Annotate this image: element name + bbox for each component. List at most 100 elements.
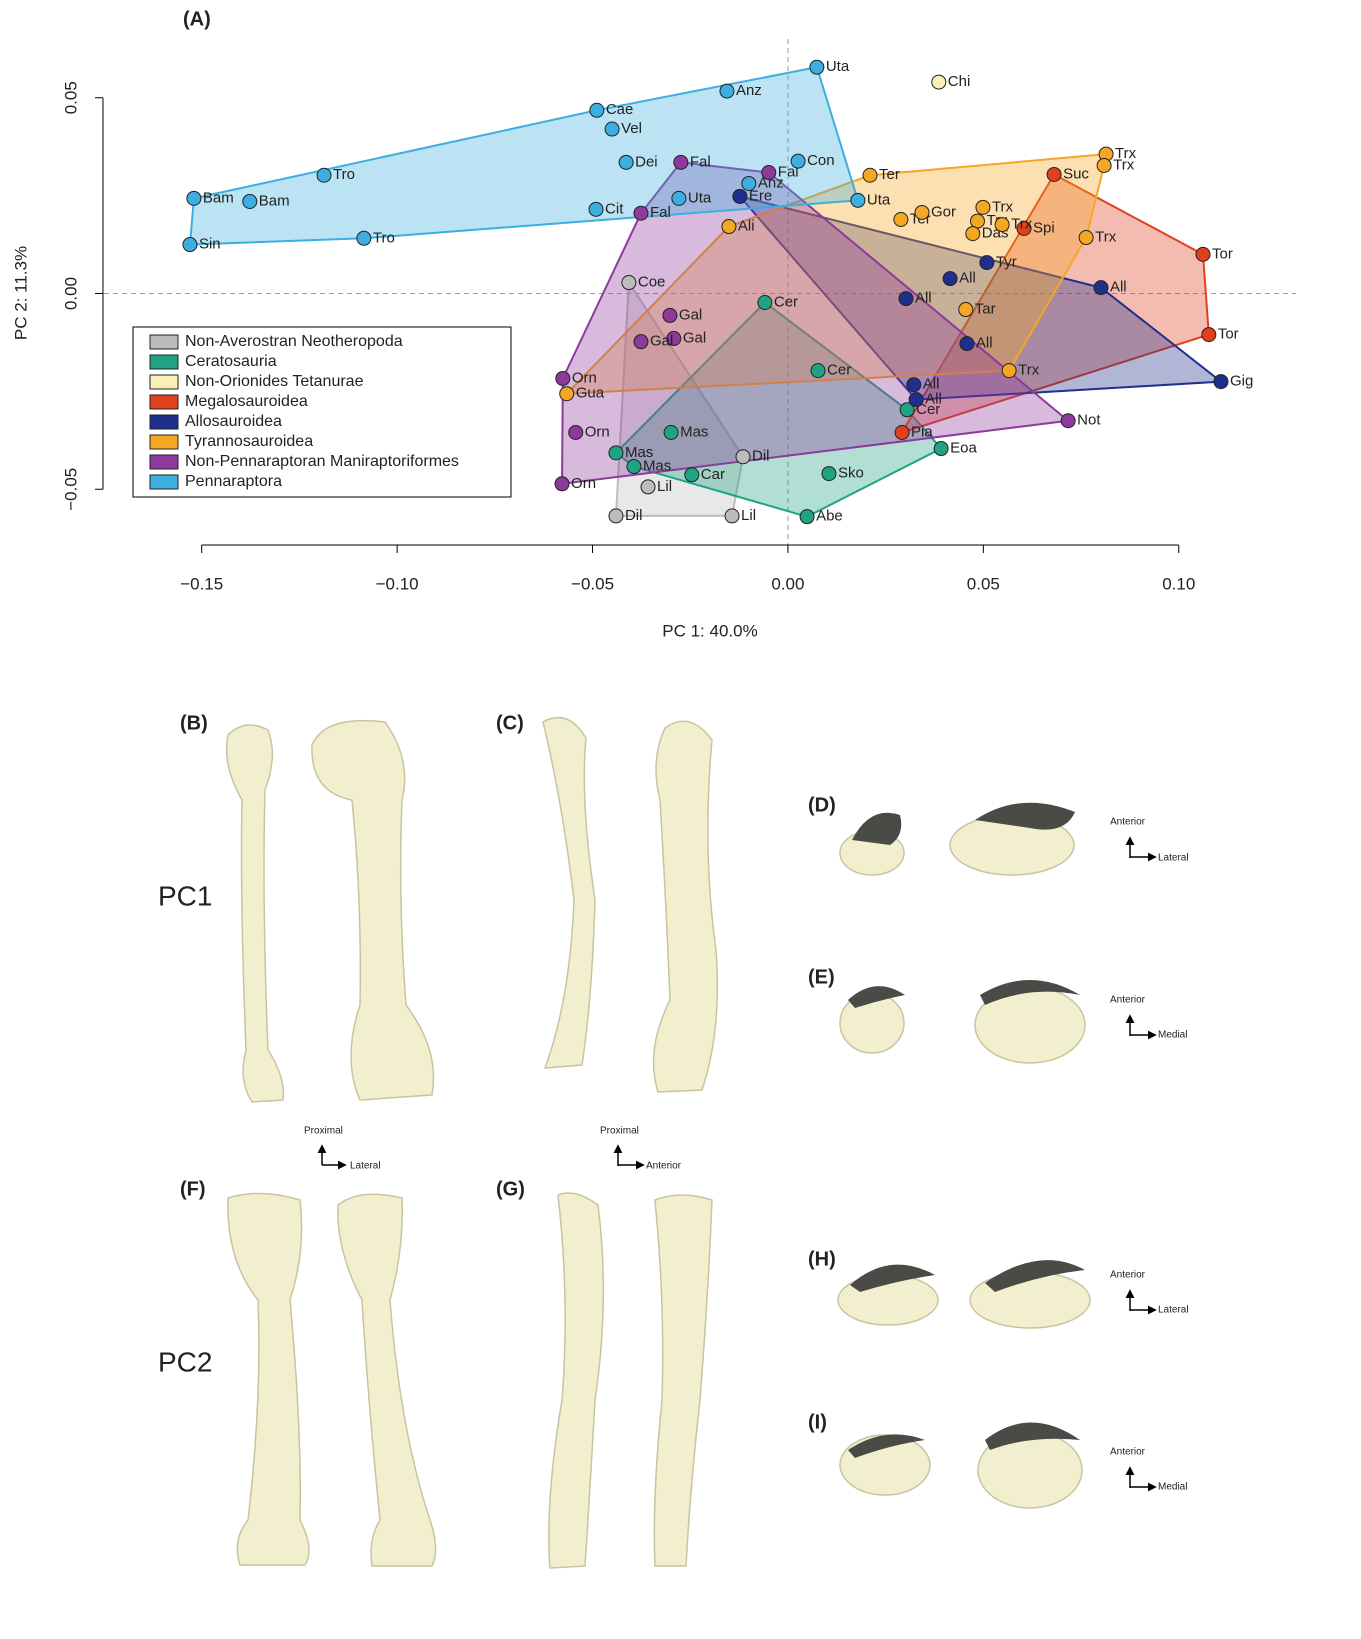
point <box>608 508 624 524</box>
legend-swatch <box>149 414 179 430</box>
point-label: Fal <box>690 153 711 170</box>
point <box>1046 166 1062 182</box>
point-label: Uta <box>688 189 712 206</box>
orientation-label: Lateral <box>1158 853 1189 864</box>
x-axis-label: PC 1: 40.0% <box>662 621 757 640</box>
point <box>931 74 947 90</box>
point <box>182 237 198 253</box>
panel-label: (E) <box>808 966 835 988</box>
point-label: Spi <box>1033 219 1055 236</box>
point-label: Ere <box>749 187 772 204</box>
point <box>1001 363 1017 379</box>
point-label: Tyr <box>996 254 1017 271</box>
point <box>965 226 981 242</box>
point-label: Cer <box>916 401 940 418</box>
point-label: Gua <box>576 385 605 402</box>
point <box>589 102 605 118</box>
point <box>893 211 909 227</box>
legend-label: Non-Pennaraptoran Maniraptoriformes <box>185 453 459 470</box>
point <box>554 476 570 492</box>
point <box>979 255 995 271</box>
orientation-label: Proximal <box>600 1126 639 1137</box>
y-tick-label: 0.05 <box>61 81 80 114</box>
point-label: All <box>976 335 993 352</box>
point-label: Mas <box>625 444 653 461</box>
x-tick-label: 0.00 <box>771 574 804 593</box>
point <box>914 204 930 220</box>
point-label: Gig <box>1230 373 1253 390</box>
point-label: Tro <box>373 229 395 246</box>
point-label: Uta <box>867 191 891 208</box>
point-label: Cer <box>774 293 798 310</box>
point <box>356 230 372 246</box>
point-label: All <box>959 270 976 287</box>
point-label: Bam <box>203 189 234 206</box>
point <box>757 295 773 311</box>
point <box>568 424 584 440</box>
point-label: Con <box>807 152 835 169</box>
legend-label: Non-Orionides Tetanurae <box>185 373 364 390</box>
point-label: Suc <box>1063 165 1089 182</box>
point <box>671 190 687 206</box>
point <box>809 59 825 75</box>
orientation-label: Medial <box>1158 1030 1187 1041</box>
point-label: Mas <box>643 458 671 475</box>
point <box>862 167 878 183</box>
panel-label: (D) <box>808 794 836 816</box>
point <box>666 331 682 347</box>
point <box>633 334 649 350</box>
point <box>1213 374 1229 390</box>
legend-label: Pennaraptora <box>185 473 282 490</box>
row-label: PC1 <box>158 880 212 911</box>
legend-label: Non-Averostran Neotheropoda <box>185 333 403 350</box>
orientation-label: Lateral <box>350 1161 381 1172</box>
point <box>821 466 837 482</box>
point-label: Abe <box>816 508 843 525</box>
point-label: Trx <box>1115 145 1137 162</box>
point-label: Sin <box>199 236 221 253</box>
point <box>242 193 258 209</box>
legend-swatch <box>149 474 179 490</box>
point-label: Trx <box>1095 228 1117 245</box>
point-label: Trx <box>1011 216 1033 233</box>
point-label: Chi <box>948 73 971 90</box>
point-label: Orn <box>585 423 610 440</box>
point-label: Cer <box>827 362 851 379</box>
orientation-label: Lateral <box>1158 1305 1189 1316</box>
point <box>1016 221 1032 237</box>
point <box>640 479 656 495</box>
point-label: Trx <box>992 198 1014 215</box>
point-label: Anz <box>758 174 784 191</box>
point <box>1093 280 1109 296</box>
point-label: Uta <box>826 58 850 75</box>
orientation-label: Anterior <box>1110 817 1146 828</box>
y-tick-label: −0.05 <box>61 468 80 511</box>
point-label: Mas <box>680 423 708 440</box>
point <box>761 165 777 181</box>
chart-title: (A) <box>183 8 211 30</box>
legend-swatch <box>149 354 179 370</box>
point-label: Tar <box>975 301 996 318</box>
bone-models <box>225 716 1091 1569</box>
point <box>975 199 991 215</box>
orientation-label: Medial <box>1158 1482 1187 1493</box>
point-label: Trx <box>1018 362 1040 379</box>
panel-label: (H) <box>808 1248 836 1270</box>
y-tick-label: 0.00 <box>61 277 80 310</box>
point <box>626 459 642 475</box>
x-tick-label: 0.05 <box>967 574 1000 593</box>
point <box>799 509 815 525</box>
panel-label: (G) <box>496 1178 525 1200</box>
point-label: Cae <box>606 101 634 118</box>
point <box>898 291 914 307</box>
legend-label: Tyrannosauroidea <box>185 433 313 450</box>
point-label: All <box>923 376 940 393</box>
point <box>906 377 922 393</box>
orientation-label: Proximal <box>304 1126 343 1137</box>
point-label: Tro <box>333 166 355 183</box>
orientation-label: Anterior <box>1110 1270 1146 1281</box>
point <box>894 424 910 440</box>
point <box>994 217 1010 233</box>
panel-label: (F) <box>180 1178 206 1200</box>
